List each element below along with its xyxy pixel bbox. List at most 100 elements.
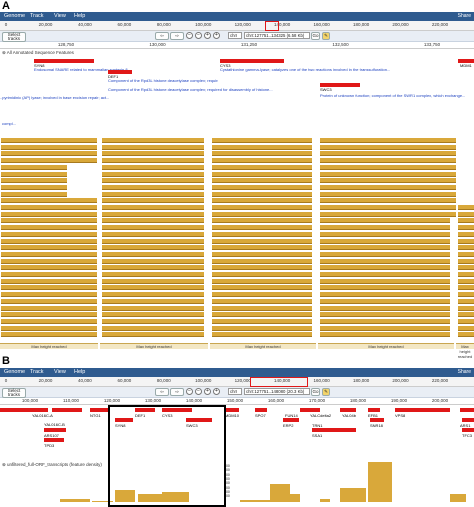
transcript-bar[interactable] [212,138,312,143]
transcript-bar[interactable] [320,158,456,164]
transcript-bar[interactable] [212,278,312,284]
transcript-bar[interactable] [320,205,456,210]
zoom-in-button[interactable]: + [213,32,220,39]
share-button[interactable]: Share [457,369,471,375]
zoom-out-small-button[interactable]: − [195,388,202,395]
transcript-bar[interactable] [212,158,312,164]
feature-bar[interactable] [186,418,212,422]
transcript-bar[interactable] [212,144,312,150]
transcript-bar[interactable] [320,171,456,177]
zoom-in-small-button[interactable]: + [204,32,211,39]
feature-bar[interactable] [312,428,356,432]
share-button[interactable]: Share [457,13,471,19]
transcript-bar[interactable] [212,218,312,224]
zoom-out-button[interactable]: − [186,32,193,39]
transcript-bar[interactable] [102,245,204,251]
transcript-bar[interactable] [102,158,204,164]
transcript-bar[interactable] [1,144,97,150]
transcript-bar[interactable] [458,258,474,264]
transcript-bar[interactable] [458,325,474,331]
feature-bar[interactable] [44,438,64,442]
transcript-bar[interactable] [102,151,204,157]
transcript-bar[interactable] [212,292,312,298]
transcript-bar[interactable] [212,258,312,264]
transcript-bar[interactable] [320,272,450,277]
transcript-bar[interactable] [1,258,97,264]
feature-bar[interactable] [368,408,380,412]
transcript-bar[interactable] [1,151,97,157]
transcript-bar[interactable] [458,278,474,284]
transcript-bar[interactable] [102,285,204,291]
transcript-bar[interactable] [212,272,312,277]
transcript-bar[interactable] [320,332,450,338]
transcript-bar[interactable] [320,225,450,231]
transcript-bar[interactable] [102,318,204,324]
transcript-bar[interactable] [1,318,97,324]
transcript-bar[interactable] [458,272,474,277]
transcript-bar[interactable] [320,285,450,291]
zoom-out-small-button[interactable]: − [195,32,202,39]
transcript-bar[interactable] [320,211,456,217]
feature-bar[interactable] [135,408,155,412]
transcript-bar[interactable] [212,325,312,331]
transcript-bar[interactable] [1,205,97,210]
transcript-bar[interactable] [212,211,312,217]
transcript-bar[interactable] [320,178,456,184]
feature-swc3[interactable] [320,83,360,87]
location-input[interactable]: chrI:127751..134325 (6.58 Kb) [244,32,310,39]
transcript-bar[interactable] [1,178,67,184]
select-tracks-button[interactable]: Select tracks [2,32,26,42]
pan-left-button[interactable]: ⇦ [155,388,169,396]
menu-view[interactable]: View [54,13,66,19]
feature-bar[interactable] [462,418,474,422]
transcript-bar[interactable] [458,225,474,231]
transcript-bar[interactable] [212,332,312,338]
feature-bar[interactable] [162,408,192,412]
transcript-bar[interactable] [458,265,474,271]
close-icon[interactable]: ⊗ [2,50,6,55]
transcript-bar[interactable] [102,205,204,210]
menu-genome[interactable]: Genome [4,13,26,19]
transcript-bar[interactable] [320,151,456,157]
transcript-bar[interactable] [1,225,97,231]
menu-help[interactable]: Help [74,369,86,375]
transcript-bar[interactable] [1,211,97,217]
select-tracks-button[interactable]: Select tracks [2,388,26,398]
transcript-bar[interactable] [102,332,204,338]
transcript-bar[interactable] [212,251,312,257]
highlight-button[interactable]: ✎ [322,388,330,396]
transcript-bar[interactable] [1,298,97,304]
transcript-bar[interactable] [102,218,204,224]
pan-right-button[interactable]: ⇨ [170,32,184,40]
transcript-bar[interactable] [212,151,312,157]
refseq-select[interactable]: chrI [228,32,242,39]
transcript-bar[interactable] [320,292,450,298]
overview-highlight-b[interactable] [250,377,308,387]
transcript-bar[interactable] [1,198,97,204]
transcript-bar[interactable] [1,305,97,311]
feature-bar[interactable] [255,408,267,412]
transcript-bar[interactable] [1,272,97,277]
transcript-bar[interactable] [212,191,312,197]
transcript-bar[interactable] [102,278,204,284]
annot-track-header[interactable]: ⊗ All Annotated Sequence Features [2,50,74,56]
transcript-bar[interactable] [102,251,204,257]
transcript-bar[interactable] [212,318,312,324]
transcript-bar[interactable] [320,184,456,190]
transcript-bar[interactable] [102,191,204,197]
feature-bar[interactable] [115,418,133,422]
zoom-in-button[interactable]: + [213,388,220,395]
transcript-bar[interactable] [320,191,456,197]
transcript-bar[interactable] [212,205,312,210]
transcript-bar[interactable] [458,305,474,311]
transcript-bar[interactable] [320,305,450,311]
transcript-bar[interactable] [102,312,204,318]
transcript-bar[interactable] [102,171,204,177]
transcript-bar[interactable] [1,292,97,298]
transcript-bar[interactable] [1,238,97,244]
transcript-bar[interactable] [320,265,450,271]
feature-bar[interactable] [395,408,450,412]
transcript-bar[interactable] [458,285,474,291]
transcript-bar[interactable] [1,251,97,257]
feature-bar[interactable] [225,408,239,412]
